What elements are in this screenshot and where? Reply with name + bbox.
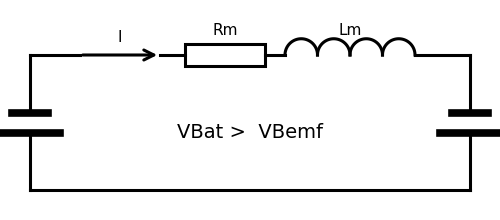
Text: VBat >  VBemf: VBat > VBemf — [177, 123, 323, 142]
Text: Lm: Lm — [338, 22, 361, 37]
Text: Rm: Rm — [212, 22, 238, 37]
Bar — [185, 44, 265, 66]
Text: I: I — [118, 29, 122, 44]
